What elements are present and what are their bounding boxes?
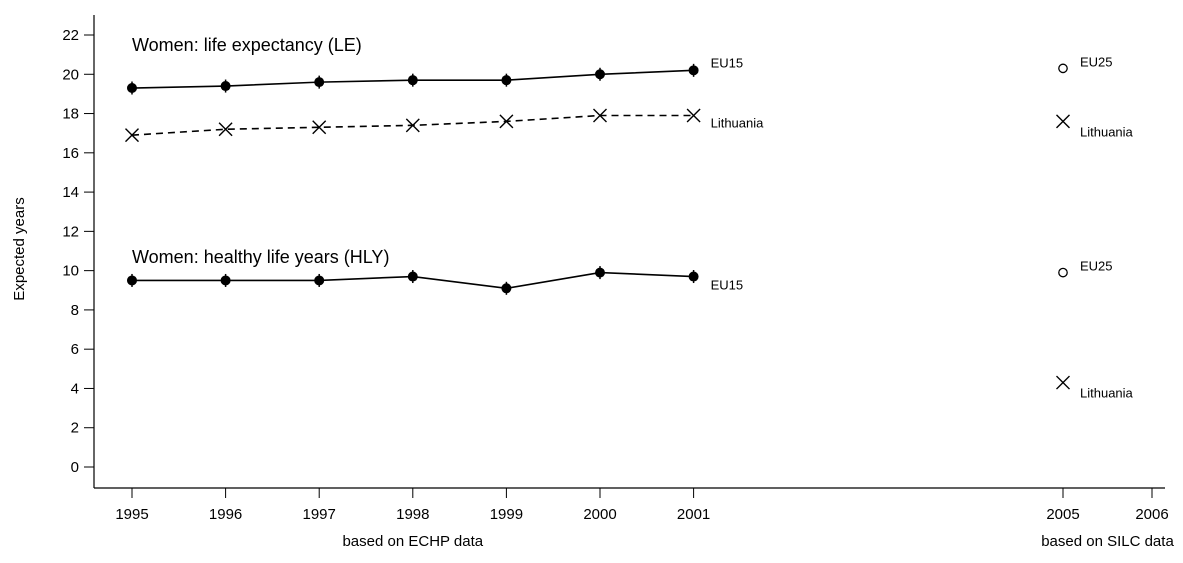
y-tick-label: 18 [62,106,79,123]
y-tick-label: 0 [71,459,79,476]
x-tick-label: 1996 [209,506,242,523]
y-tick-label: 2 [71,420,79,437]
series-eu25-le: EU25 [1058,54,1113,74]
data-point [686,108,701,123]
series-label: EU15 [711,278,744,293]
x-tick-label: 2001 [677,506,710,523]
annotations: Women: life expectancy (LE) Women: health… [132,35,389,267]
y-tick-label: 6 [71,341,79,358]
series-label: EU15 [711,55,744,70]
data-point [1056,114,1070,129]
data-point [1056,375,1070,390]
chart-annotation: Women: life expectancy (LE) [132,35,362,55]
series-label: Lithuania [1080,386,1134,401]
y-axis-label: Expected years [11,197,28,300]
y-tick-label: 16 [62,145,79,162]
x-tick-label: 2006 [1135,506,1168,523]
y-tick-label: 10 [62,263,79,280]
series-lithuania-le: Lithuania [125,108,765,143]
axes: 0 2 4 6 8 10 12 14 16 18 20 22 1995 1996 1997 1998 1999 2… [62,15,1174,550]
data-point [312,120,327,135]
x-tick-label: 1997 [303,506,336,523]
data-point [593,108,607,123]
x-tick-label: 1999 [490,506,523,523]
x-tick-label: 1998 [396,506,429,523]
series-layer: EU15 Lithuania EU25 Lithuania EU15 EU25 Lithua… [125,54,1134,401]
y-tick-label: 20 [62,66,79,83]
data-point [1058,267,1068,278]
y-tick-label: 12 [62,223,79,240]
y-tick-label: 14 [62,184,79,201]
y-tick-label: 8 [71,302,79,319]
series-lithuania-le: Lithuania [1056,114,1134,139]
y-tick-label: 4 [71,380,79,397]
data-point [499,114,514,129]
series-lithuania-hly: Lithuania [1056,375,1134,401]
y-tick-label: 22 [62,27,79,44]
data-point [125,128,139,143]
x-tick-label: 1995 [115,506,148,523]
data-point [218,122,233,137]
series-label: EU25 [1080,259,1113,274]
series-label: Lithuania [711,116,765,131]
series-label: EU25 [1080,54,1113,69]
x-sublabel: based on ECHP data [342,533,483,550]
x-tick-label: 2005 [1046,506,1079,523]
series-label: Lithuania [1080,124,1134,139]
chart-annotation: Women: healthy life years (HLY) [132,247,389,267]
x-sublabel: based on SILC data [1041,533,1174,550]
series-eu15-le: EU15 [127,55,744,95]
series-eu15-hly: EU15 [127,266,743,295]
series-eu25-hly: EU25 [1058,259,1113,278]
x-tick-label: 2000 [583,506,616,523]
data-point [1058,63,1068,74]
data-point [405,118,420,133]
